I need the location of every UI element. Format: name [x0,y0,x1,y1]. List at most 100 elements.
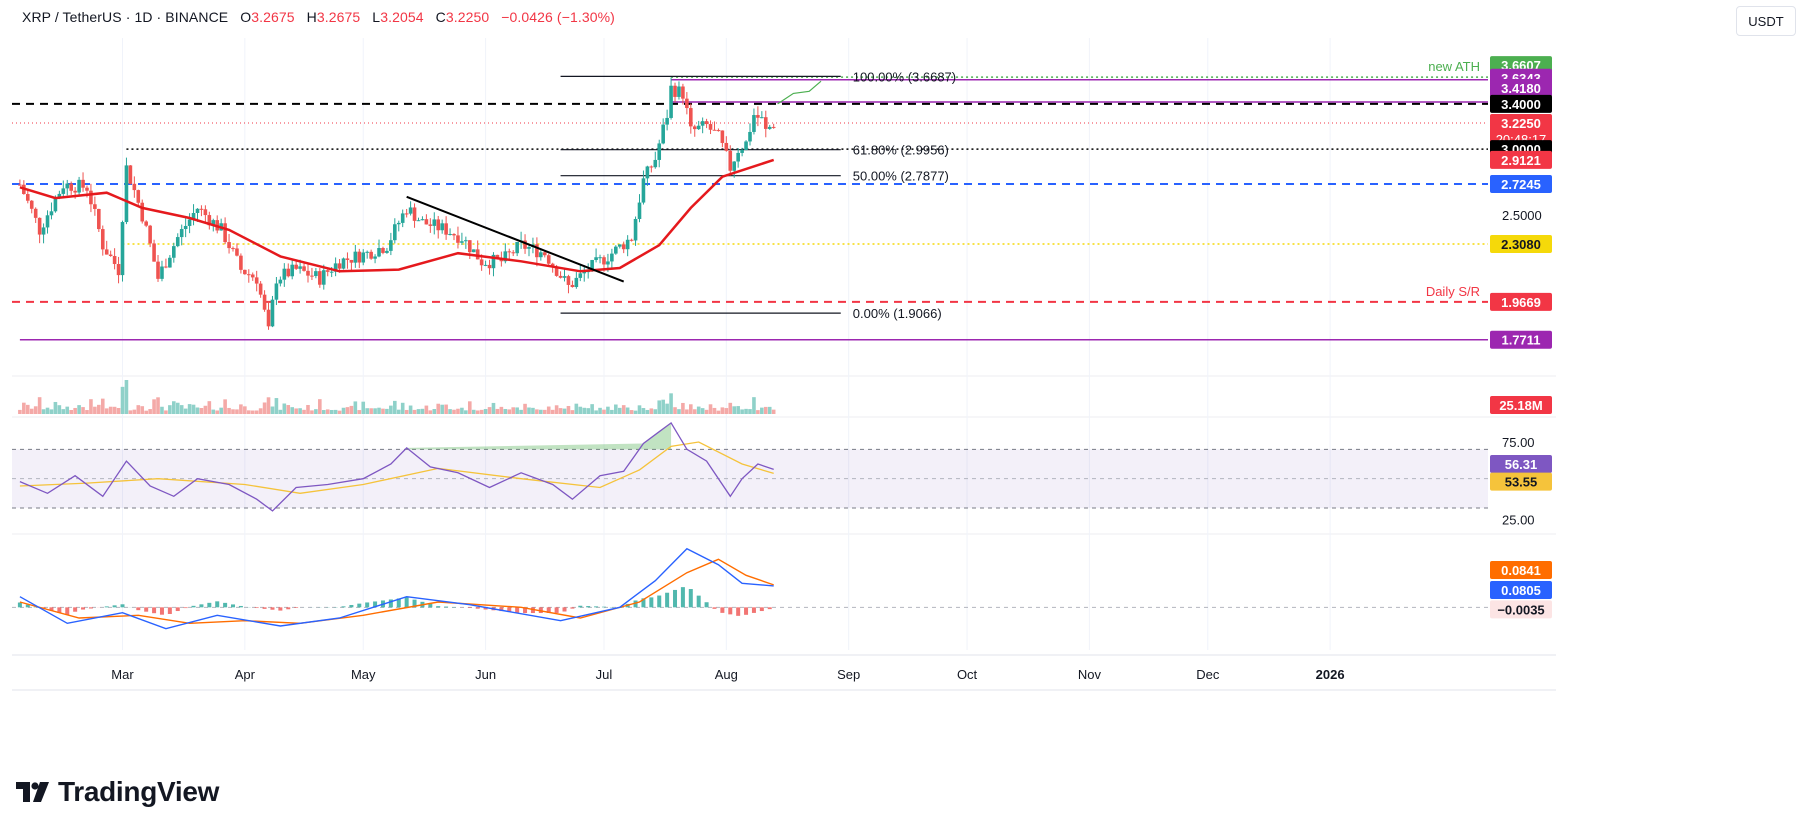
volume-bar [18,409,22,414]
volume-bar [558,408,563,414]
volume-bar [460,407,464,414]
volume-bar [507,409,512,414]
volume-bar [578,406,583,414]
badge-text: 25.18M [1499,398,1542,413]
volume-bar [641,408,646,414]
candle-body [645,166,650,179]
volume-bar [661,399,665,414]
volume-bar [645,409,650,414]
histogram-bar [183,607,188,609]
candle-body [81,179,85,188]
volume-bar [396,409,401,414]
candle-body [140,202,145,222]
candle-body [278,279,283,284]
candle-body [385,250,389,253]
candle-body [116,264,121,276]
date-tick-label: Mar [111,667,134,682]
histogram-bar [396,598,401,608]
volume-bar [452,409,456,414]
price-badge: 2.9121 [1490,150,1552,169]
rsi-badge: 56.31 [1490,455,1552,473]
date-tick-label: Nov [1078,667,1102,682]
histogram-bar [365,602,370,608]
candle-body [756,115,760,118]
volume-bar [294,408,298,414]
volume-bar [258,408,263,414]
volume-bar [499,406,504,414]
volume-bar [424,405,429,414]
price-badge: 3.4180 [1490,78,1552,97]
volume-bar [748,409,752,414]
histogram-bar [688,589,693,608]
candle-body [424,219,429,225]
candle-body [692,126,697,130]
histogram-bar [601,606,606,608]
volume-bar [404,409,409,414]
candle-body [156,261,160,279]
high-label: H [306,9,317,25]
level-label: Daily S/R [1426,284,1480,299]
volume-bar [381,408,385,414]
candle-body [396,222,401,225]
rsi-line [19,421,774,512]
tradingview-logo[interactable]: TradingView [16,776,219,808]
badge-bg [1490,396,1552,414]
candle-body [239,255,243,270]
candle-body [460,241,464,243]
badge-text: 2.9121 [1501,153,1541,168]
histogram-bar [341,606,346,608]
candle-body [266,309,271,327]
histogram-bar [759,607,764,612]
volume-bar [444,404,448,414]
symbol-name[interactable]: XRP / TetherUS · 1D · BINANCE [22,9,229,25]
histogram-bar [673,589,678,608]
candle-body [578,273,583,278]
histogram-bar [444,606,449,608]
currency-button[interactable]: USDT [1736,6,1796,36]
candle-body [318,271,322,285]
histogram-bar [767,607,772,610]
volume-bar [673,407,677,414]
volume-bar [511,407,516,414]
volume-bar [231,409,235,414]
price-badge: 2.3080 [1490,234,1552,253]
histogram-bar [712,607,717,609]
badge-text: 56.31 [1505,457,1538,472]
histogram-bar [17,602,22,608]
volume-bar [235,409,239,414]
date-tick-label: 2026 [1316,667,1345,682]
volume-bar [763,406,768,414]
volume-bar [97,404,101,414]
candle-body [554,266,559,276]
volume-bar [73,407,77,414]
date-tick-label: Oct [957,667,978,682]
candle-body [716,130,721,132]
histogram-bar [665,592,670,608]
candle-body [152,243,156,262]
histogram-bar [744,607,749,615]
histogram-bar [357,603,362,608]
volume-bar [61,409,66,414]
volume-bar [471,409,476,414]
volume-bar [191,404,196,414]
volume-bar [37,397,42,414]
volume-bar [400,402,405,414]
candle-body [321,270,326,285]
volume-bar [752,397,756,414]
volume-bar [57,405,62,414]
candle-body [649,166,654,168]
candle-body [203,209,208,216]
volume-bar [108,406,113,414]
histogram-bar [112,605,117,608]
candle-body [349,259,354,263]
badge-bg [1490,330,1552,349]
volume-badge: 25.18M [1490,396,1552,414]
volume-bar [744,408,748,414]
candle-body [286,268,291,277]
candle-body [377,248,381,257]
volume-bar [116,407,121,414]
macd-signal-badge: 0.0841 [1490,561,1552,579]
candle-body [598,257,602,259]
volume-bar [211,409,216,414]
candle-body [136,190,141,203]
